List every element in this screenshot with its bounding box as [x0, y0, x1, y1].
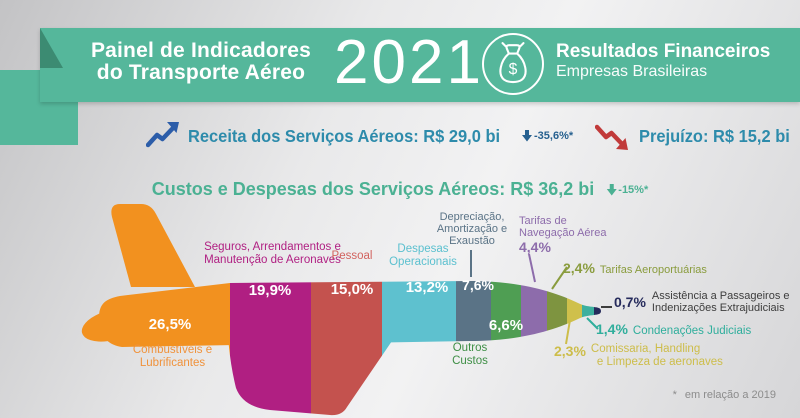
- segment-band-insurance: [230, 204, 311, 416]
- pct-passenger-assist: 0,7%: [614, 294, 646, 310]
- page-title-line2: do Transporte Aéreo: [96, 61, 306, 84]
- annotation-catering: 2,3% Comissaria, Handling e Limpeza de ae…: [554, 343, 723, 368]
- results-subtitle: Empresas Brasileiras: [556, 63, 708, 80]
- down-arrow-icon: [522, 130, 533, 142]
- pointer-line-catering: [565, 319, 571, 345]
- annotation-judicial: 1,4% Condenações Judiciais: [596, 321, 751, 337]
- revenue-delta: -35,6%*: [522, 130, 573, 142]
- footnote: * em relação a 2019: [673, 389, 776, 401]
- label-fuel: Combustíveis e Lubrificantes: [132, 344, 213, 369]
- kpi-row-costs: Custos e Despesas dos Serviços Aéreos: R…: [152, 179, 649, 200]
- year-label: 2021: [334, 28, 484, 97]
- costs-kpi: Custos e Despesas dos Serviços Aéreos: R…: [151, 179, 595, 199]
- revenue-kpi: Receita dos Serviços Aéreos: R$ 29,0 bi: [188, 125, 501, 146]
- label-insurance: Seguros, Arrendamentos e Manutenção de Ae…: [204, 241, 341, 266]
- annotation-passenger-assist: 0,7% Assistência a Passageiros e Indeniza…: [614, 290, 790, 314]
- pct-operating: 13,2%: [405, 279, 449, 296]
- pct-navigation-fees: 4,4%: [519, 239, 551, 255]
- annotation-airport-fees: 2,4% Tarifas Aeroportuárias: [563, 260, 707, 276]
- pct-catering: 2,3%: [554, 343, 586, 359]
- label-personnel: Pessoal: [331, 250, 373, 262]
- pct-depreciation: 7,6%: [462, 277, 494, 293]
- label-judicial: Condenações Judiciais: [632, 325, 752, 337]
- results-title: Resultados Financeiros: [556, 41, 771, 62]
- label-depreciation: Depreciação, Amortização e Exaustão: [436, 211, 508, 247]
- pct-judicial: 1,4%: [596, 321, 628, 337]
- label-passenger-assist: Assistência a Passageiros e Indenizações …: [651, 290, 790, 314]
- trend-down-arrow-icon: [595, 124, 629, 150]
- pointer-lines: [470, 250, 612, 345]
- page-title-line1: Painel de Indicadores: [90, 39, 312, 62]
- page-title: Painel de Indicadores do Transporte Aére…: [80, 40, 322, 84]
- label-navigation-fees: Tarifas de Navegação Aérea: [519, 215, 607, 239]
- trend-up-arrow-icon: [146, 122, 179, 148]
- banner-right-titles: Resultados Financeiros Empresas Brasilei…: [556, 41, 770, 81]
- segment-band-fuel: [80, 204, 230, 416]
- segment-band-passenger-assist: [594, 204, 601, 416]
- costs-delta: -15%*: [606, 183, 648, 196]
- kpi-row-revenue: Receita dos Serviços Aéreos: R$ 29,0 bi …: [146, 121, 800, 151]
- pointer-line-navigation-fees: [528, 253, 536, 283]
- label-catering: Comissaria, Handling e Limpeza de aeronav…: [590, 343, 723, 368]
- money-bag-icon: $: [482, 33, 544, 95]
- pct-airport-fees: 2,4%: [563, 260, 595, 276]
- pointer-line-judicial: [586, 317, 599, 330]
- pct-other-costs: 6,6%: [488, 317, 524, 334]
- header-banner: Painel de Indicadores do Transporte Aére…: [40, 28, 800, 102]
- label-airport-fees: Tarifas Aeroportuárias: [599, 264, 707, 276]
- footnote-star: *: [672, 389, 677, 401]
- svg-text:$: $: [509, 61, 518, 78]
- loss-kpi: Prejuízo: R$ 15,2 bi: [639, 125, 790, 146]
- label-other-costs: Outros Custos: [452, 342, 488, 367]
- footnote-text: em relação a 2019: [684, 389, 776, 401]
- pct-fuel: 26,5%: [148, 316, 192, 333]
- down-arrow-icon: [606, 183, 617, 195]
- pct-insurance: 19,9%: [248, 282, 292, 299]
- pointer-line-airport-fees: [551, 266, 568, 290]
- label-operating: Despesas Operacionais: [389, 243, 457, 268]
- money-bag-glyph: $: [499, 42, 527, 84]
- segment-band-personnel: [311, 204, 382, 416]
- pct-personnel: 15,0%: [330, 281, 374, 298]
